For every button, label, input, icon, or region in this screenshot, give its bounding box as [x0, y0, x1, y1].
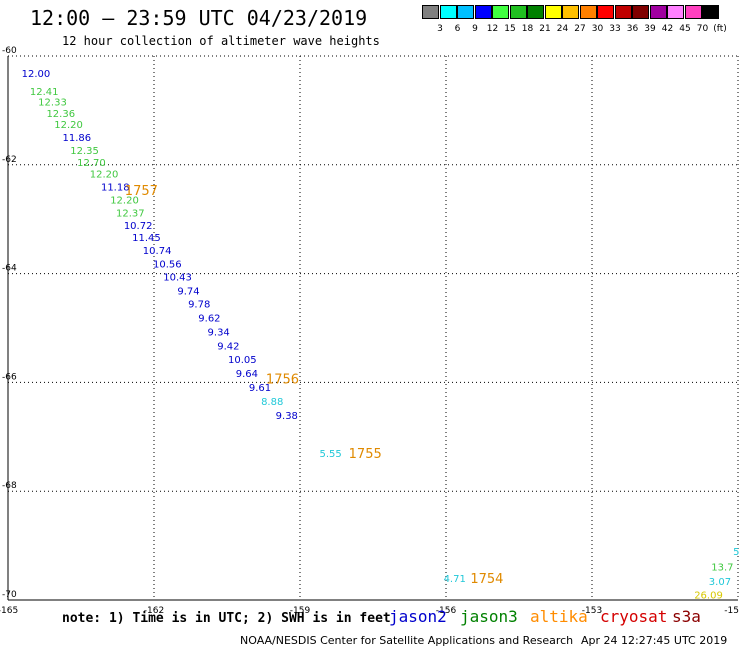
wave-height-label: 8.88: [261, 397, 283, 408]
wave-height-label: 12.33: [38, 98, 67, 109]
legend-swatch: [667, 5, 684, 19]
time-annotation: 1755: [349, 447, 382, 462]
y-tick-label: -64: [2, 264, 17, 274]
legend-label: 33: [609, 24, 621, 34]
legend-swatch: [439, 5, 457, 19]
wave-height-label: 9.74: [177, 286, 199, 297]
credit-line: NOAA/NESDIS Center for Satellite Applica…: [240, 634, 574, 647]
wave-height-label: 12.37: [116, 209, 145, 220]
legend-swatch: [614, 5, 632, 19]
legend-swatch: [527, 5, 544, 19]
legend-label: 21: [539, 24, 551, 34]
y-tick-label: -70: [2, 590, 17, 600]
wave-height-label: 11.45: [132, 233, 161, 244]
wave-height-label: 11.86: [63, 133, 92, 144]
page-subtitle: 12 hour collection of altimeter wave hei…: [62, 34, 380, 48]
y-tick-label: -66: [2, 372, 17, 382]
legend-label: 3: [437, 24, 443, 34]
wave-height-label: 11.18: [101, 183, 130, 194]
legend-swatch: [684, 5, 702, 19]
wave-height-label: 10.05: [228, 355, 257, 366]
wave-height-label: 9.64: [236, 369, 258, 380]
satellite-s3a: s3a: [672, 607, 701, 626]
satellite-jason3: jason3: [460, 607, 518, 626]
legend-label: 30: [591, 24, 604, 34]
wave-height-label: 10.74: [143, 246, 172, 257]
wave-height-label: 9.61: [249, 383, 271, 394]
wave-height-label: 9.38: [276, 411, 298, 422]
wave-height-label: 9.34: [208, 327, 230, 338]
wave-height-label: 12.41: [30, 87, 59, 98]
legend-label: 27: [574, 24, 586, 34]
generated-timestamp: Apr 24 12:27:45 UTC 2019: [581, 634, 728, 647]
legend-swatch: [509, 5, 527, 19]
wave-height-label: 10.56: [153, 259, 182, 270]
legend-label: 45: [679, 24, 691, 34]
x-tick-label: -15: [724, 606, 739, 616]
satellite-jason2: jason2: [389, 607, 447, 626]
satellite-altika: altika: [530, 607, 588, 626]
time-annotation: 1756: [266, 373, 299, 388]
legend-swatch: [492, 5, 509, 19]
wave-height-label: 5: [733, 547, 739, 558]
legend-swatch: [544, 5, 562, 19]
y-tick-label: -60: [2, 46, 17, 56]
legend-label: 6: [454, 24, 461, 34]
legend-swatch: [457, 5, 474, 19]
legend-label: (ft): [713, 24, 727, 34]
wave-height-label: 12.35: [70, 146, 99, 157]
wave-height-label: 12.36: [46, 109, 75, 120]
page-title: 12:00 – 23:59 UTC 04/23/2019: [30, 6, 368, 30]
wave-height-label: 9.42: [217, 341, 239, 352]
legend-label: 36: [626, 24, 639, 34]
time-annotation: 1757: [125, 184, 158, 199]
legend-label: 70: [696, 24, 709, 34]
wave-height-label: 4.71: [444, 574, 466, 585]
legend-swatch: [597, 5, 614, 19]
legend-label: 18: [521, 24, 534, 34]
x-tick-label: -156: [436, 606, 457, 616]
time-annotation: 1754: [470, 572, 503, 587]
legend-swatch: [649, 5, 667, 19]
wave-height-label: 12.00: [22, 69, 51, 80]
wave-height-label: 10.43: [163, 272, 192, 283]
wave-height-label: 12.20: [90, 170, 119, 181]
wave-height-label: 5.55: [319, 449, 341, 460]
legend-label: 15: [504, 24, 516, 34]
legend-swatch: [579, 5, 597, 19]
x-tick-label: -153: [582, 606, 602, 616]
legend-label: 24: [556, 24, 569, 34]
footer-note: note: 1) Time is in UTC; 2) SWH is in fe…: [62, 611, 391, 626]
wave-height-label: 10.72: [124, 221, 153, 232]
legend-swatch: [632, 5, 649, 19]
legend-label: 12: [486, 24, 499, 34]
x-tick-label: -159: [290, 606, 311, 616]
wave-height-label: 3.07: [709, 577, 731, 588]
legend-swatch: [702, 5, 719, 19]
wave-height-label: 26.09: [694, 591, 723, 602]
legend-label: 39: [644, 24, 656, 34]
legend-label: 9: [472, 24, 478, 34]
y-tick-label: -68: [2, 481, 17, 491]
wave-height-label: 12.20: [54, 120, 83, 131]
satellite-cryosat: cryosat: [600, 607, 668, 626]
wave-height-label: 9.78: [188, 300, 210, 311]
legend-swatch: [474, 5, 492, 19]
wave-height-label: 9.62: [198, 314, 220, 325]
legend-swatch: [562, 5, 579, 19]
wave-height-label: 12.20: [110, 196, 139, 207]
wave-height-label: 12.70: [77, 158, 106, 169]
x-tick-label: -162: [144, 606, 164, 616]
legend-swatch: [422, 5, 439, 19]
y-tick-label: -62: [2, 155, 17, 165]
x-tick-label: -165: [0, 606, 18, 616]
legend-label: 42: [661, 24, 674, 34]
wave-height-label: 13.7: [711, 562, 733, 573]
